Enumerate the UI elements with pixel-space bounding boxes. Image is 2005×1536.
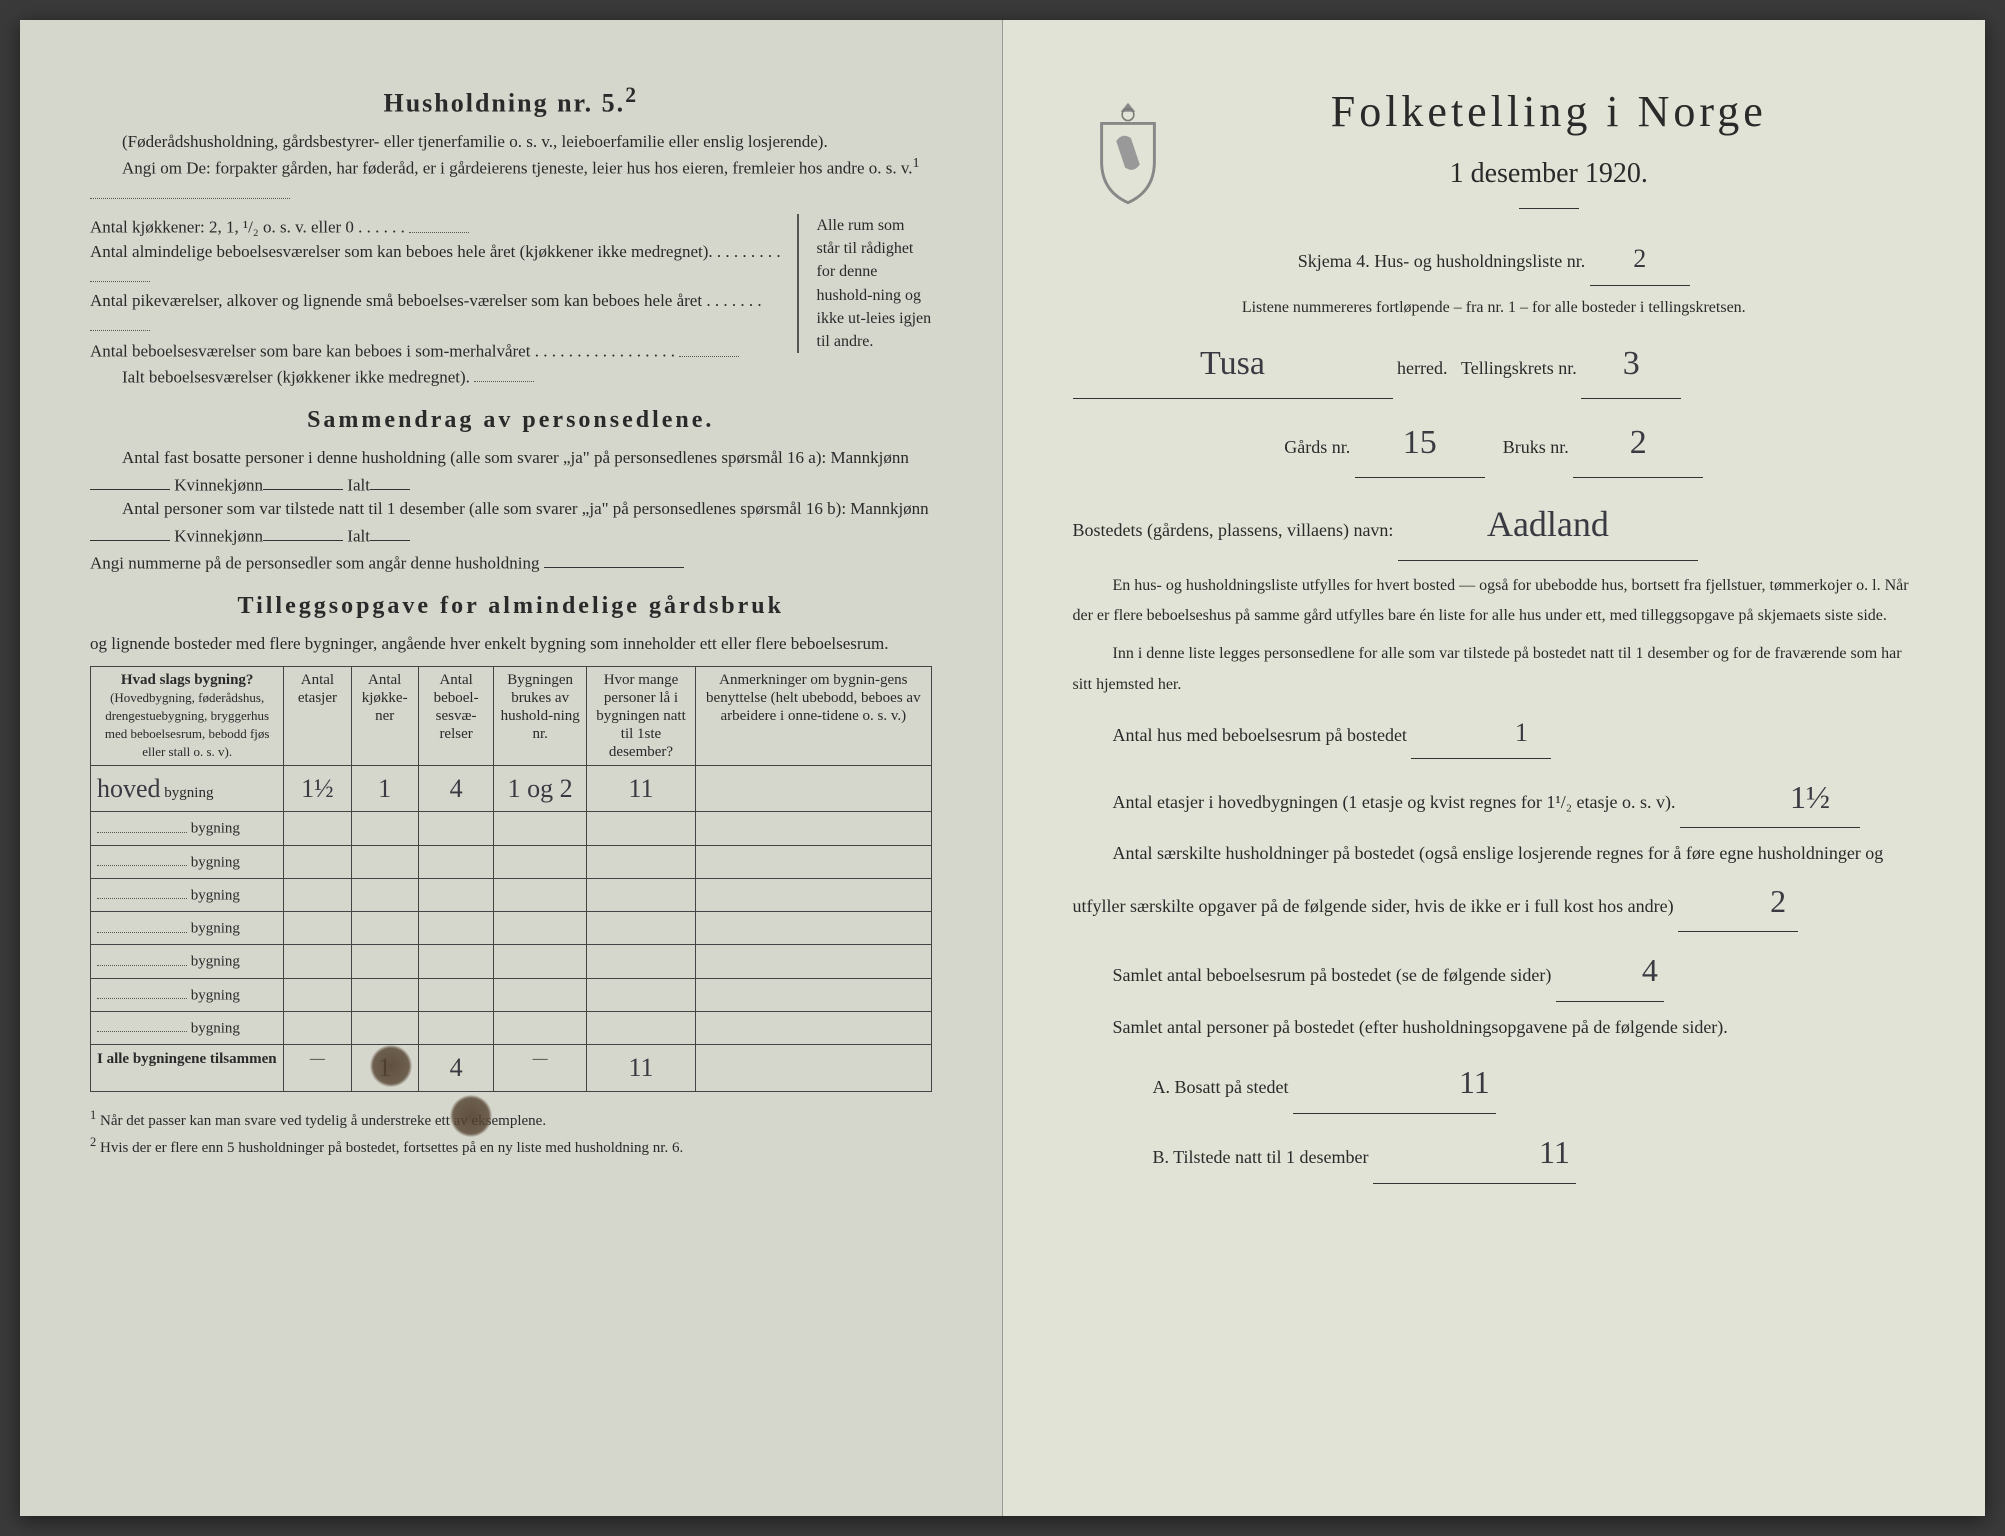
kitchens-fill [409,214,469,233]
sub2-text: Angi om De: forpakter gården, har føderå… [122,159,913,178]
rooms2-fill [90,313,150,332]
table-row: bygning [91,912,932,945]
th-anm: Anmerkninger om bygnin-gens benyttelse (… [696,666,931,765]
herred-line: Tusa herred. Tellingskrets nr. 3 [1073,330,1916,399]
stain-icon [450,1095,492,1137]
left-page: Husholdning nr. 5.2 (Føderådshusholdning… [20,20,1003,1516]
q2-val: 1½ [1680,767,1860,829]
buildings-table: Hvad slags bygning? (Hovedbygning, føder… [90,666,932,1092]
rooms1: Antal almindelige beboelsesværelser som … [90,240,797,289]
tot-personer: 11 [628,1049,653,1087]
right-page: Folketelling i Norge 1 desember 1920. Sk… [1003,20,1986,1516]
summary2: Antal personer som var tilstede natt til… [90,497,932,548]
q5a: A. Bosatt på stedet 11 [1073,1052,1916,1114]
angi: Angi nummerne på de personsedler som ang… [90,548,932,575]
gards-val: 15 [1355,409,1485,478]
skjema-val: 2 [1590,233,1690,286]
para2: Inn i denne liste legges personsedlene f… [1073,639,1916,700]
kitchens: Antal kjøkkener: 2, 1, ¹/₂ o. s. v. elle… [90,214,797,239]
rooms-block: Antal kjøkkener: 2, 1, ¹/₂ o. s. v. elle… [90,214,932,389]
th-personer: Hvor mange personer lå i bygningen natt … [586,666,695,765]
heading-sup: 2 [625,83,638,107]
roomstotal-fill [474,364,534,383]
table-row: bygning [91,1011,932,1044]
footnotes: 1 Når det passer kan man svare ved tydel… [90,1106,932,1160]
rooms1-fill [90,263,150,282]
bosted-line: Bostedets (gårdens, plassens, villaens) … [1073,488,1916,561]
krets-val: 3 [1581,330,1681,399]
sub2-sup: 1 [913,155,920,171]
th-etasjer: Antal etasjer [284,666,351,765]
q5b-val: 11 [1373,1122,1576,1184]
coat-of-arms-icon [1083,100,1173,210]
q1-val: 1 [1411,708,1551,758]
table-total-row: I alle bygningene tilsammen — 1 4 — 11 [91,1045,932,1092]
th-husholdning: Bygningen brukes av hushold-ning nr. [494,666,586,765]
tot-vaerelser: 4 [450,1049,463,1087]
list-note: Listene nummereres fortløpende – fra nr.… [1073,296,1916,319]
q4-val: 4 [1556,940,1664,1002]
summary1: Antal fast bosatte personer i denne hush… [90,446,932,497]
table-row: bygning [91,945,932,978]
sub2: Angi om De: forpakter gården, har føderå… [90,154,932,206]
table-row: bygning [91,845,932,878]
table-row: bygning [91,978,932,1011]
r1-vaerelser: 4 [450,770,463,808]
table-header-row: Hvad slags bygning? (Hovedbygning, føder… [91,666,932,765]
left-heading: Husholdning nr. 5.2 [90,80,932,122]
table-row: hoved bygning 1½ 1 4 1 og 2 11 [91,765,932,812]
title-block: Folketelling i Norge 1 desember 1920. [1183,80,1916,209]
r1-type: hoved [97,770,161,808]
supp-sub: og lignende bosteder med flere bygninger… [90,632,932,656]
r1-personer: 11 [628,770,653,808]
table-row: bygning [91,812,932,845]
sub2-fill [90,181,290,200]
fn2: Hvis der er flere enn 5 husholdninger på… [100,1140,683,1156]
brace-note: Alle rum som står til rådighet for denne… [797,214,932,353]
heading-text: Husholdning nr. 5. [383,89,625,118]
para1: En hus- og husholdningsliste utfylles fo… [1073,571,1916,632]
sub1: (Føderådshusholdning, gårdsbestyrer- ell… [90,130,932,154]
summary-hdr: Sammendrag av personsedlene. [90,403,932,438]
bruks-val: 2 [1573,409,1703,478]
rooms3: Antal beboelsesværelser som bare kan beb… [90,338,797,363]
q3: Antal særskilte husholdninger på bostede… [1073,836,1916,932]
title-main: Folketelling i Norge [1183,80,1916,144]
title-sub: 1 desember 1920. [1183,154,1916,195]
rooms3-fill [679,338,739,357]
rooms2: Antal pikeværelser, alkover og lignende … [90,289,797,338]
r1-kjokkener: 1 [378,770,391,808]
supp-hdr: Tilleggsopgave for almindelige gårdsbruk [90,589,932,624]
r1-husholdning: 1 og 2 [508,770,573,808]
r1-etasjer: 1½ [301,770,334,808]
q4: Samlet antal beboelsesrum på bostedet (s… [1073,940,1916,1002]
q3-val: 2 [1678,871,1798,933]
th-kjokkener: Antal kjøkke-ner [351,666,418,765]
q5b: B. Tilstede natt til 1 desember 11 [1073,1122,1916,1184]
gards-line: Gårds nr. 15 Bruks nr. 2 [1073,409,1916,478]
q5a-val: 11 [1293,1052,1496,1114]
th-type: Hvad slags bygning? (Hovedbygning, føder… [91,666,284,765]
q1: Antal hus med beboelsesrum på bostedet 1 [1073,708,1916,758]
q5: Samlet antal personer på bostedet (efter… [1073,1010,1916,1044]
rooms-total: Ialt beboelsesværelser (kjøkkener ikke m… [90,364,797,389]
q2: Antal etasjer i hovedbygningen (1 etasje… [1073,767,1916,829]
document-spread: Husholdning nr. 5.2 (Føderådshusholdning… [20,20,1985,1516]
bosted-val: Aadland [1398,488,1698,561]
title-rule [1519,208,1579,209]
stain-icon [370,1045,412,1087]
herred-val: Tusa [1073,330,1393,399]
th-vaerelser: Antal beboel-sesvæ-relser [418,666,494,765]
table-row: bygning [91,878,932,911]
skjema-line: Skjema 4. Hus- og husholdningsliste nr. … [1073,233,1916,286]
